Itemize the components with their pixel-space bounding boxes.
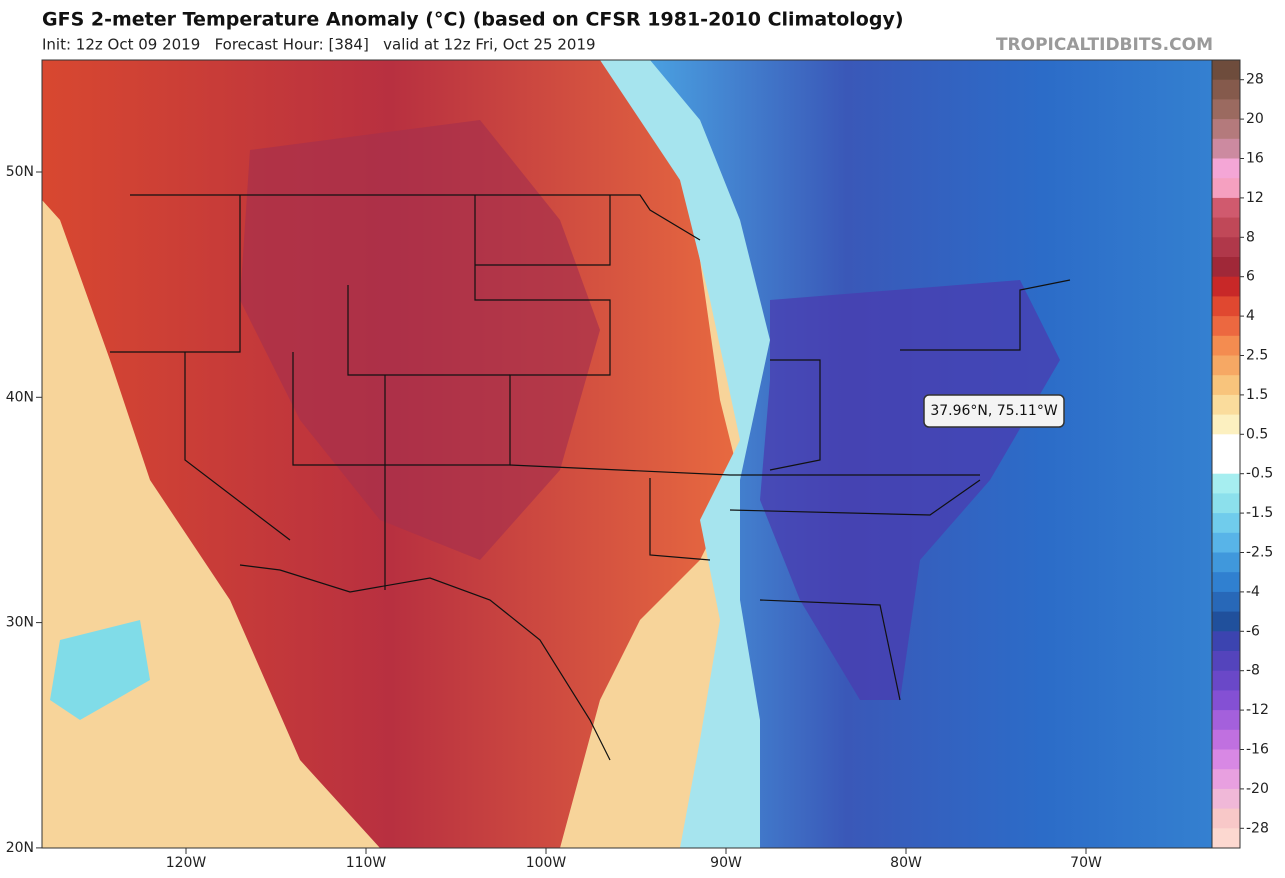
colorbar-segment <box>1212 572 1240 593</box>
colorbar-segment <box>1212 532 1240 553</box>
lat-label: 30N <box>6 615 34 631</box>
colorbar-segment <box>1212 611 1240 632</box>
border <box>347 285 510 376</box>
colorbar-segment <box>1212 355 1240 376</box>
colorbar-segment <box>1212 828 1240 849</box>
border <box>509 464 980 476</box>
colorbar-segment <box>1212 454 1240 475</box>
colorbar-label: -2.5 <box>1246 545 1273 561</box>
colorbar-segment <box>1212 296 1240 317</box>
colorbar-segment <box>1212 276 1240 297</box>
border <box>184 352 291 541</box>
colorbar-label: 1.5 <box>1246 387 1268 403</box>
colorbar-segment <box>1212 79 1240 100</box>
border <box>110 195 241 353</box>
colorbar-label: 2.5 <box>1246 348 1268 364</box>
watermark: TROPICALTIDBITS.COM <box>996 35 1213 55</box>
border <box>239 564 611 761</box>
lon-label: 120W <box>166 855 207 871</box>
colorbar-segment <box>1212 217 1240 238</box>
colorbar-segment <box>1212 99 1240 120</box>
colorbar-label: 6 <box>1246 269 1255 285</box>
colorbar-segment <box>1212 710 1240 731</box>
colorbar-segment <box>1212 316 1240 337</box>
colorbar-segment <box>1212 631 1240 652</box>
colorbar: 28 20 16 12 8 6 4 2.5 1.5 0.5 -0.5 -1.5 -2.5 -4 -6 -8 -1… <box>1211 59 1273 849</box>
lon-label: 70W <box>1070 855 1102 871</box>
lon-label: 100W <box>526 855 567 871</box>
border <box>130 194 701 241</box>
strong-cold-anomaly <box>760 280 1060 700</box>
colorbar-segment <box>1212 257 1240 278</box>
border <box>649 478 711 561</box>
lon-label: 110W <box>346 855 387 871</box>
lon-label: 90W <box>710 855 742 871</box>
colorbar-segment <box>1212 670 1240 691</box>
colorbar-label: -4 <box>1246 584 1260 600</box>
colorbar-label: -0.5 <box>1246 466 1273 482</box>
colorbar-label: 20 <box>1246 111 1264 127</box>
lat-label: 40N <box>6 389 34 405</box>
colorbar-label: -12 <box>1246 702 1269 718</box>
colorbar-segment <box>1212 493 1240 514</box>
colorbar-segment <box>1212 394 1240 416</box>
colorbar-segment <box>1212 335 1240 356</box>
colorbar-segment <box>1212 414 1240 435</box>
lat-label: 20N <box>6 840 34 856</box>
border <box>475 195 611 266</box>
colorbar-segment <box>1212 769 1240 790</box>
tooltip-box <box>923 394 1065 428</box>
lat-label: 50N <box>6 164 34 180</box>
colorbar-segment <box>1212 690 1240 711</box>
map-area: 50N 40N 30N 20N 120W 110W 100W 90W 80W 70W 37.96… <box>6 59 1213 871</box>
border <box>759 599 901 701</box>
colorbar-segment <box>1212 788 1240 810</box>
colorbar-label: -6 <box>1246 623 1260 639</box>
subtitle: Init: 12z Oct 09 2019 Forecast Hour: [38… <box>42 36 596 54</box>
colorbar-label: 4 <box>1246 308 1255 324</box>
colorbar-segment <box>1212 158 1240 179</box>
colorbar-segment <box>1212 434 1240 455</box>
tooltip: 37.96°N, 75.11°W <box>930 403 1058 419</box>
colorbar-segment <box>1212 178 1240 199</box>
colorbar-segment <box>1212 473 1240 494</box>
colorbar-segment <box>1212 60 1240 81</box>
colorbar-segment <box>1212 513 1240 534</box>
border <box>769 359 821 471</box>
colorbar-segment <box>1212 138 1240 159</box>
cool-patch <box>50 620 150 720</box>
colorbar-segment <box>1212 552 1240 573</box>
colorbar-label: -16 <box>1246 742 1269 758</box>
colorbar-segment <box>1212 375 1240 396</box>
colorbar-label: 28 <box>1246 72 1264 88</box>
colorbar-label: 8 <box>1246 229 1255 245</box>
colorbar-segment <box>1212 119 1240 140</box>
border <box>292 195 611 466</box>
colorbar-segment <box>1212 729 1240 750</box>
title: GFS 2-meter Temperature Anomaly (°C) (ba… <box>42 9 904 31</box>
colorbar-segment <box>1212 197 1240 219</box>
colorbar-frame <box>1211 59 1241 849</box>
colorbar-label: 16 <box>1246 151 1264 167</box>
colorbar-label: 12 <box>1246 190 1264 206</box>
colorbar-label: -1.5 <box>1246 505 1273 521</box>
colorbar-label: -28 <box>1246 820 1269 836</box>
lon-label: 80W <box>890 855 922 871</box>
border <box>900 279 1071 351</box>
colorbar-segment <box>1212 749 1240 770</box>
colorbar-label: -8 <box>1246 663 1260 679</box>
colorbar-label: -20 <box>1246 781 1269 797</box>
colorbar-segment <box>1212 591 1240 613</box>
colorbar-segment <box>1212 808 1240 829</box>
colorbar-label: 0.5 <box>1246 426 1268 442</box>
colorbar-segment <box>1212 651 1240 672</box>
colorbar-segment <box>1212 237 1240 258</box>
border <box>729 479 981 516</box>
